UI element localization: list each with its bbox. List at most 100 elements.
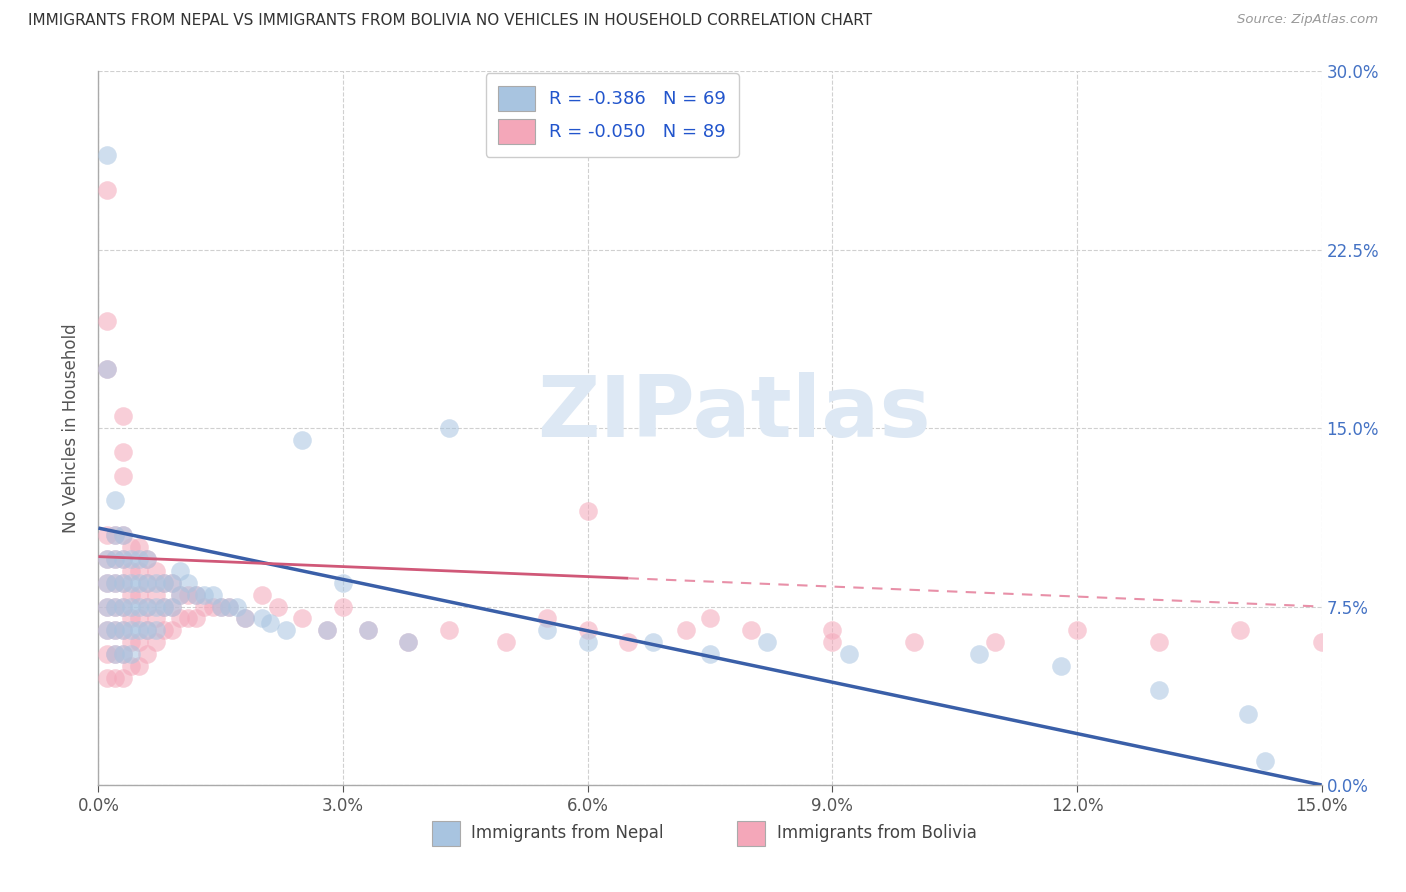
Point <box>160 575 183 590</box>
Point <box>201 588 224 602</box>
Text: ZIPatlas: ZIPatlas <box>537 372 931 456</box>
Point <box>332 575 354 590</box>
Point <box>169 611 191 625</box>
Point <box>1147 682 1170 697</box>
Point <box>96 552 118 566</box>
Point <box>120 624 142 638</box>
Text: Source: ZipAtlas.com: Source: ZipAtlas.com <box>1237 13 1378 27</box>
Point <box>104 492 127 507</box>
Point <box>186 588 208 602</box>
Point <box>160 575 183 590</box>
Point <box>838 647 860 661</box>
Point <box>104 647 127 661</box>
Point <box>177 611 200 625</box>
Point <box>617 635 640 649</box>
Point <box>145 611 167 625</box>
Point <box>128 552 150 566</box>
Point <box>145 624 167 638</box>
Point <box>145 575 167 590</box>
Point <box>536 611 558 625</box>
Point <box>104 552 127 566</box>
Point <box>128 624 150 638</box>
Point <box>984 635 1007 649</box>
Point <box>495 635 517 649</box>
Point <box>169 588 191 602</box>
Point <box>111 599 134 614</box>
Point <box>641 635 664 649</box>
Point <box>128 635 150 649</box>
Point <box>120 647 142 661</box>
Point <box>136 552 159 566</box>
Point <box>111 468 134 483</box>
Point <box>576 635 599 649</box>
Point <box>259 616 281 631</box>
Point <box>128 611 150 625</box>
Point <box>136 599 159 614</box>
Point <box>104 575 127 590</box>
Point <box>111 599 134 614</box>
Point <box>111 528 134 542</box>
Point <box>1237 706 1260 721</box>
Point <box>96 147 118 161</box>
Text: IMMIGRANTS FROM NEPAL VS IMMIGRANTS FROM BOLIVIA NO VEHICLES IN HOUSEHOLD CORREL: IMMIGRANTS FROM NEPAL VS IMMIGRANTS FROM… <box>28 13 872 29</box>
Point <box>120 588 142 602</box>
Point <box>756 635 779 649</box>
Point <box>136 575 159 590</box>
Point <box>96 552 118 566</box>
Point <box>315 624 337 638</box>
Point <box>291 433 314 447</box>
Point <box>128 564 150 578</box>
Point <box>218 599 240 614</box>
Point <box>152 575 174 590</box>
Point <box>1310 635 1333 649</box>
Point <box>218 599 240 614</box>
Point <box>120 635 142 649</box>
Point <box>128 659 150 673</box>
Point <box>96 599 118 614</box>
Point <box>104 575 127 590</box>
Point <box>675 624 697 638</box>
Point <box>96 575 118 590</box>
Point <box>96 361 118 376</box>
Point <box>111 671 134 685</box>
Point <box>120 575 142 590</box>
Point <box>145 564 167 578</box>
Point <box>1253 754 1275 768</box>
Point <box>169 564 191 578</box>
Point <box>96 361 118 376</box>
Point <box>96 575 118 590</box>
Point <box>437 421 460 435</box>
Point <box>111 409 134 424</box>
Point <box>169 588 191 602</box>
Point <box>96 624 118 638</box>
Point <box>104 599 127 614</box>
Point <box>111 647 134 661</box>
Point <box>1049 659 1071 673</box>
Point <box>177 575 200 590</box>
Point <box>136 624 159 638</box>
Point <box>111 624 134 638</box>
Point <box>145 599 167 614</box>
Point <box>96 528 118 542</box>
Point <box>136 575 159 590</box>
Point <box>396 635 419 649</box>
Point <box>111 445 134 459</box>
Point <box>104 552 127 566</box>
Point <box>111 575 134 590</box>
Point <box>967 647 990 661</box>
Point <box>128 540 150 554</box>
Point <box>128 575 150 590</box>
Point <box>315 624 337 638</box>
Point <box>104 528 127 542</box>
Point <box>226 599 249 614</box>
Point <box>128 599 150 614</box>
Point <box>250 588 273 602</box>
Point <box>201 599 224 614</box>
Point <box>104 647 127 661</box>
Point <box>160 599 183 614</box>
Legend: R = -0.386   N = 69, R = -0.050   N = 89: R = -0.386 N = 69, R = -0.050 N = 89 <box>486 73 738 157</box>
Point <box>291 611 314 625</box>
Point <box>1066 624 1088 638</box>
Text: Immigrants from Bolivia: Immigrants from Bolivia <box>776 824 977 842</box>
Point <box>111 552 134 566</box>
